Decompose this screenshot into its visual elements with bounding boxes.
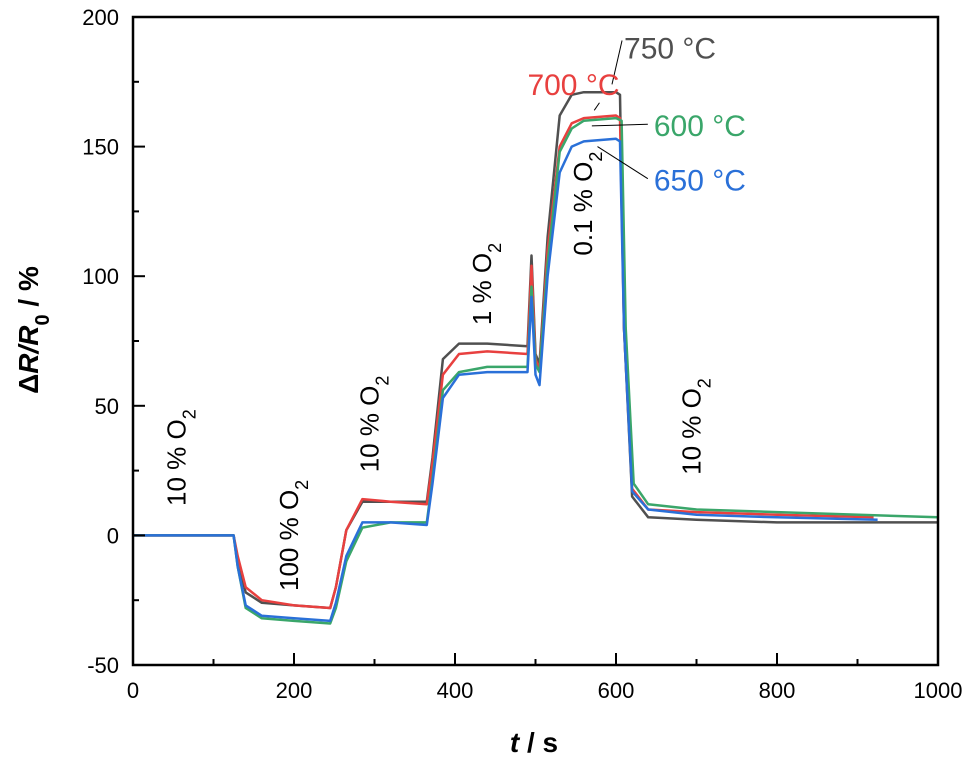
series-label: 650 °C bbox=[654, 165, 746, 198]
x-tick-label: 200 bbox=[276, 678, 313, 703]
leader-line bbox=[611, 40, 623, 85]
leader-line bbox=[591, 123, 648, 127]
leader-line bbox=[593, 102, 600, 111]
series-label: 600 °C bbox=[654, 110, 746, 143]
y-tick-label: 0 bbox=[107, 523, 119, 548]
leader-layer bbox=[591, 40, 649, 180]
x-tick-label: 800 bbox=[759, 678, 796, 703]
y-tick-label: 150 bbox=[82, 135, 119, 160]
series-line-700C bbox=[133, 114, 874, 610]
y-tick-label: -50 bbox=[87, 653, 119, 678]
leader-line bbox=[597, 146, 649, 180]
series-line-650C bbox=[133, 137, 878, 623]
tick-layer: 0 200 400 600 800 1000 -50 0 50 100 150 200 bbox=[82, 5, 962, 703]
x-tick-label: 400 bbox=[437, 678, 474, 703]
gas-annotation: 10 % O2 bbox=[677, 378, 715, 475]
series-label: 700 °C bbox=[527, 69, 619, 102]
y-tick-label: 50 bbox=[95, 394, 119, 419]
gas-annotation: 0.1 % O2 bbox=[568, 152, 606, 256]
x-tick-label: 600 bbox=[598, 678, 635, 703]
series-label: 750 °C bbox=[624, 32, 716, 65]
x-tick-label: 1000 bbox=[914, 678, 963, 703]
series-layer bbox=[133, 90, 939, 625]
x-tick-label: 0 bbox=[127, 678, 139, 703]
x-axis-title: t / s bbox=[510, 727, 558, 758]
y-tick-label: 100 bbox=[82, 264, 119, 289]
series-line-600C bbox=[133, 116, 939, 625]
gas-annotation: 1 % O2 bbox=[467, 243, 505, 325]
gas-annotation: 10 % O2 bbox=[161, 409, 199, 506]
y-tick-label: 200 bbox=[82, 5, 119, 30]
gas-annotation: 10 % O2 bbox=[355, 376, 393, 473]
gas-annotation: 100 % O2 bbox=[274, 480, 312, 591]
y-axis-title: ΔR/R0 / % bbox=[13, 266, 54, 394]
annotation-layer: 10 % O2 100 % O2 10 % O2 1 % O2 0.1 % O2 10 %… bbox=[161, 152, 714, 591]
